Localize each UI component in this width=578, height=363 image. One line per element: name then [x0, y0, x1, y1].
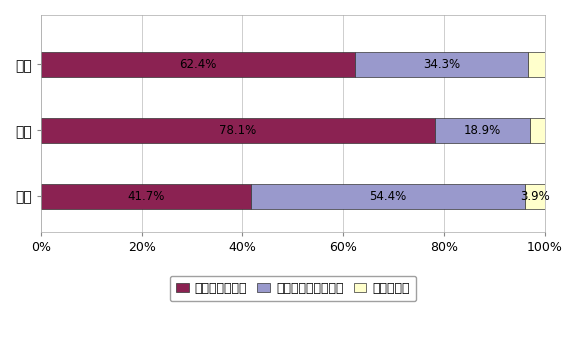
Bar	[525, 184, 545, 209]
Bar	[435, 118, 530, 143]
Bar	[41, 118, 435, 143]
Bar	[530, 118, 544, 143]
Text: 3.9%: 3.9%	[520, 190, 550, 203]
Text: 41.7%: 41.7%	[127, 190, 165, 203]
Bar	[41, 184, 251, 209]
Text: 34.3%: 34.3%	[423, 58, 461, 71]
Bar	[41, 52, 355, 77]
Legend: 正社員・正職員, 正社員・正職員以外, 臨時雇用者: 正社員・正職員, 正社員・正職員以外, 臨時雇用者	[170, 276, 416, 301]
Text: 18.9%: 18.9%	[464, 124, 501, 137]
Text: 62.4%: 62.4%	[179, 58, 217, 71]
Bar	[528, 52, 545, 77]
Bar	[251, 184, 525, 209]
Bar	[355, 52, 528, 77]
Text: 78.1%: 78.1%	[219, 124, 256, 137]
Text: 54.4%: 54.4%	[369, 190, 407, 203]
